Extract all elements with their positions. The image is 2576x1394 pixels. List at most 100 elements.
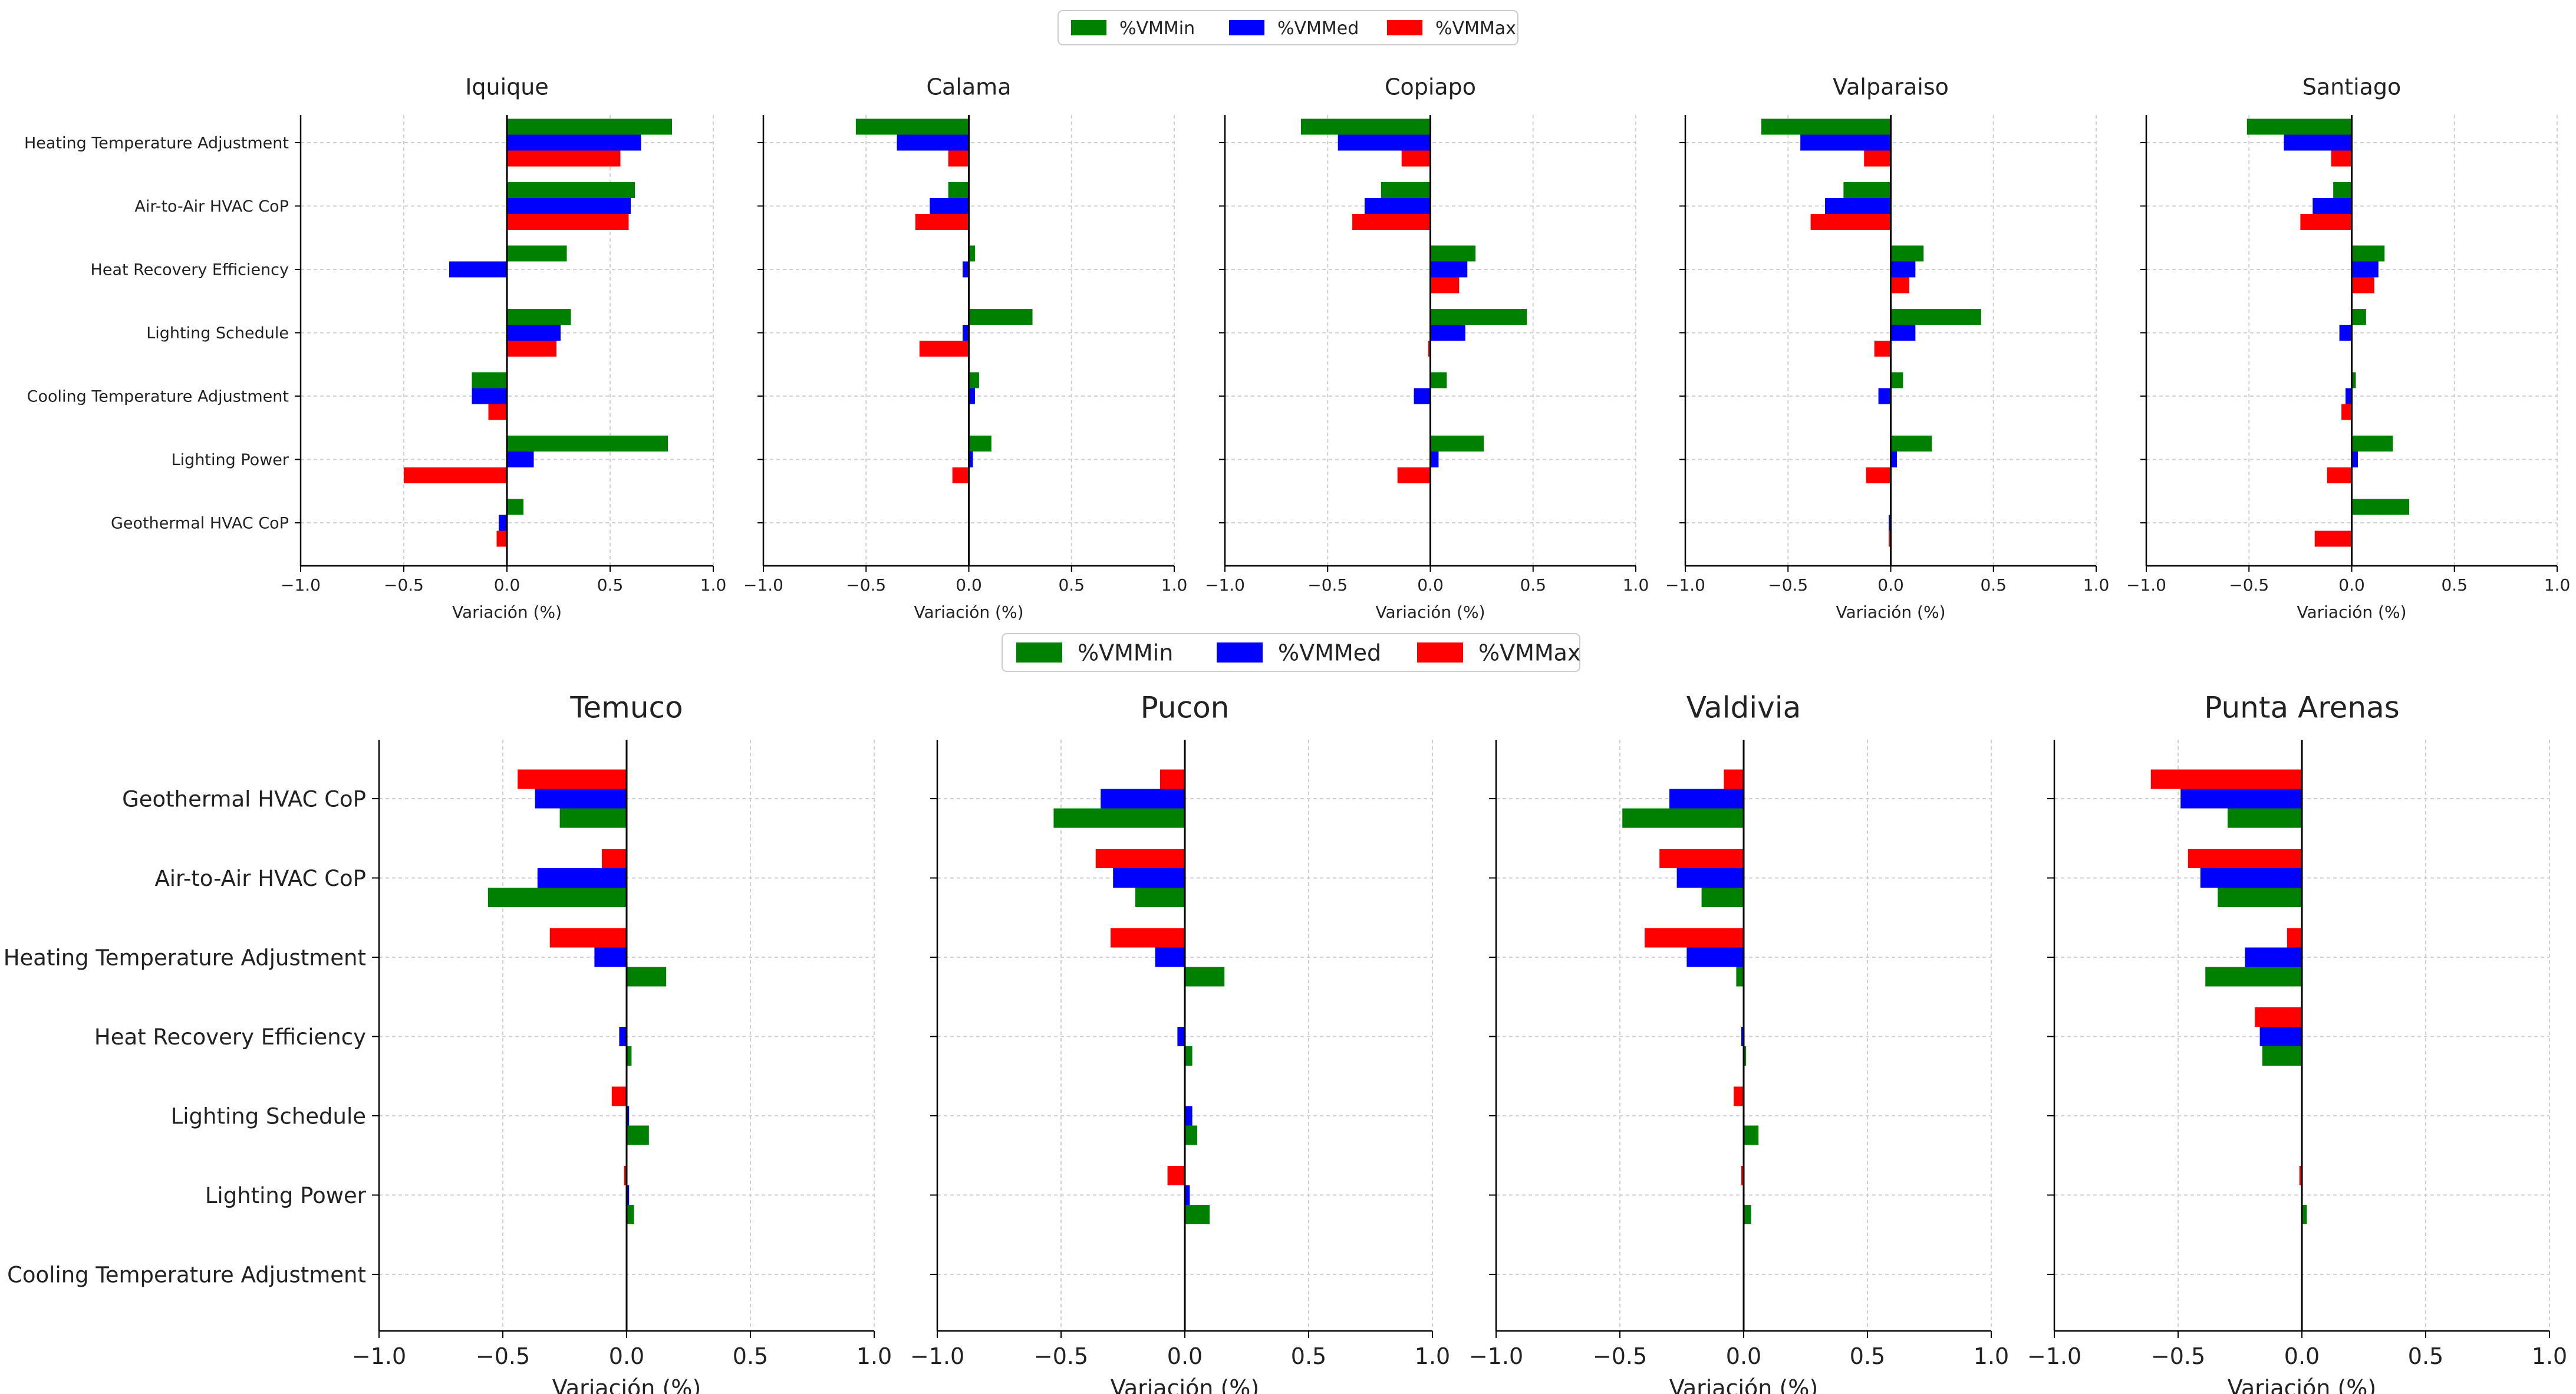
bar-vmmin-heating-temperature-adjustment [627, 967, 667, 987]
x-tick-label: −0.5 [846, 575, 886, 595]
legend-swatch-vmmin [1016, 642, 1062, 663]
legend-top: %VMMin %VMMed %VMMax [1058, 10, 1518, 45]
bar-vmmax-geothermal-hvac-cop [1889, 530, 1891, 547]
bar-vmmin-lighting-schedule [507, 309, 571, 325]
x-tick-label: −0.5 [384, 575, 424, 595]
x-tick-label: 1.0 [857, 1343, 892, 1369]
legend-label-vmmin: %VMMin [1119, 18, 1195, 39]
bar-vmmin-cooling-temperature-adjustment [1430, 372, 1447, 388]
bar-vmmax-lighting-schedule [1428, 341, 1431, 357]
bar-vmmin-lighting-power [2351, 436, 2393, 452]
x-tick-label: 0.0 [2284, 1343, 2320, 1369]
x-tick-label: 0.5 [1980, 575, 2007, 595]
y-category-label-heating-temperature-adjustment: Heating Temperature Adjustment [4, 945, 366, 970]
bar-vmmin-heat-recovery-efficiency [1430, 245, 1476, 262]
bar-vmmax-geothermal-hvac-cop [518, 769, 627, 789]
bar-vmmed-heating-temperature-adjustment [1155, 947, 1185, 967]
bar-vmmed-heating-temperature-adjustment [2284, 134, 2352, 151]
x-axis-label: Variación (%) [914, 602, 1024, 622]
panel-santiago: −1.0 −0.5 0.0 0.5 1.0 Santiago Variación (%) [2126, 74, 2570, 622]
bar-vmmin-heating-temperature-adjustment [1761, 118, 1891, 135]
x-tick-label: −1.0 [1205, 575, 1245, 595]
bar-vmmin-lighting-schedule [1890, 309, 1981, 325]
x-tick-label: 1.0 [700, 575, 727, 595]
x-tick-label: −1.0 [2126, 575, 2166, 595]
bar-vmmin-lighting-power [507, 436, 668, 452]
legend-bottom: %VMMin %VMMed %VMMax [1002, 633, 1580, 672]
bar-vmmin-heating-temperature-adjustment [1185, 967, 1225, 987]
bar-vmmed-lighting-power [2351, 452, 2358, 467]
bar-vmmax-air-to-air-hvac-cop [1095, 849, 1185, 868]
bar-vmmed-geothermal-hvac-cop [1101, 789, 1185, 809]
x-tick-label: −0.5 [1307, 575, 1348, 595]
bar-vmmax-cooling-temperature-adjustment [2341, 404, 2352, 420]
panel-title: Calama [927, 74, 1012, 100]
bar-vmmax-heating-temperature-adjustment [2331, 150, 2352, 167]
bar-vmmed-lighting-power [969, 452, 973, 467]
bar-vmmed-lighting-power [1430, 452, 1439, 467]
y-category-label-lighting-power: Lighting Power [205, 1183, 367, 1208]
bar-vmmin-air-to-air-hvac-cop [2218, 888, 2302, 907]
bar-vmmax-heat-recovery-efficiency [1890, 277, 1909, 294]
bar-vmmax-heating-temperature-adjustment [507, 150, 621, 167]
bar-vmmed-lighting-schedule [627, 1106, 630, 1126]
y-category-label-air-to-air-hvac-cop: Air-to-Air HVAC CoP [134, 197, 289, 216]
bar-vmmax-air-to-air-hvac-cop [2188, 849, 2302, 868]
bar-vmmed-lighting-power [627, 1185, 630, 1205]
bar-vmmin-cooling-temperature-adjustment [2351, 372, 2356, 388]
bar-vmmed-geothermal-hvac-cop [1669, 789, 1744, 809]
bar-vmmax-air-to-air-hvac-cop [602, 849, 627, 868]
x-tick-label: 0.0 [609, 1343, 644, 1369]
bar-vmmin-air-to-air-hvac-cop [1381, 182, 1431, 198]
bar-vmmed-geothermal-hvac-cop [1889, 515, 1891, 531]
y-category-label-heating-temperature-adjustment: Heating Temperature Adjustment [24, 134, 289, 153]
x-tick-label: 0.5 [1291, 1343, 1326, 1369]
bar-vmmax-air-to-air-hvac-cop [1810, 214, 1891, 230]
bar-vmmed-heating-temperature-adjustment [2245, 947, 2302, 967]
bar-vmmed-cooling-temperature-adjustment [472, 388, 507, 404]
y-category-label-cooling-temperature-adjustment: Cooling Temperature Adjustment [27, 388, 289, 406]
bar-vmmed-cooling-temperature-adjustment [1878, 388, 1891, 404]
x-tick-label: 0.0 [494, 575, 521, 595]
bar-vmmed-air-to-air-hvac-cop [2313, 198, 2352, 214]
bar-vmmin-heat-recovery-efficiency [627, 1046, 632, 1066]
legend-label-vmmin: %VMMin [1078, 640, 1173, 666]
panel-title: Temuco [569, 691, 683, 725]
x-tick-label: 1.0 [2544, 575, 2571, 595]
bar-vmmed-heat-recovery-efficiency [1890, 261, 1916, 278]
bar-vmmin-air-to-air-hvac-cop [1701, 888, 1744, 907]
legend-label-vmmed: %VMMed [1277, 18, 1359, 39]
bar-vmmin-heat-recovery-efficiency [2351, 245, 2385, 262]
x-tick-label: 1.0 [1161, 575, 1188, 595]
bar-vmmax-geothermal-hvac-cop [496, 530, 507, 547]
bar-vmmax-geothermal-hvac-cop [2314, 530, 2352, 547]
bar-vmmax-heat-recovery-efficiency [1430, 277, 1460, 294]
panel-iquique: −1.0 −0.5 0.0 0.5 1.0 Heating Temperature Adj… [24, 74, 726, 622]
bar-vmmed-heat-recovery-efficiency [2259, 1027, 2302, 1046]
bar-vmmed-lighting-schedule [1430, 325, 1465, 341]
bar-vmmin-lighting-power [1430, 436, 1484, 452]
bar-vmmed-heat-recovery-efficiency [619, 1027, 627, 1046]
bar-vmmax-geothermal-hvac-cop [2150, 769, 2302, 789]
legend-frame [1058, 10, 1518, 45]
bar-vmmin-air-to-air-hvac-cop [2333, 182, 2352, 198]
bar-vmmax-air-to-air-hvac-cop [1659, 849, 1744, 868]
bar-vmmin-heat-recovery-efficiency [1890, 245, 1924, 262]
y-category-label-lighting-schedule: Lighting Schedule [146, 324, 289, 342]
panel-valparaiso: −1.0 −0.5 0.0 0.5 1.0 Valparaiso Variación (%) [1665, 74, 2109, 622]
bar-vmmin-lighting-schedule [969, 309, 1033, 325]
bar-vmmax-lighting-power [2327, 467, 2352, 483]
bar-vmmin-air-to-air-hvac-cop [1135, 888, 1185, 907]
x-tick-label: 0.5 [1850, 1343, 1885, 1369]
bar-vmmax-air-to-air-hvac-cop [1352, 214, 1431, 230]
x-axis-label: Variación (%) [1669, 1375, 1818, 1394]
legend-swatch-vmmed [1217, 642, 1263, 663]
y-category-label-lighting-power: Lighting Power [172, 451, 289, 469]
bar-vmmin-geothermal-hvac-cop [2351, 499, 2410, 515]
bar-vmmin-lighting-power [627, 1205, 634, 1224]
bar-vmmax-geothermal-hvac-cop [1724, 769, 1744, 789]
bar-vmmin-heating-temperature-adjustment [2246, 118, 2352, 135]
bar-vmmax-lighting-power [1866, 467, 1891, 483]
x-tick-label: −1.0 [910, 1343, 964, 1369]
bar-vmmed-heating-temperature-adjustment [897, 134, 969, 151]
